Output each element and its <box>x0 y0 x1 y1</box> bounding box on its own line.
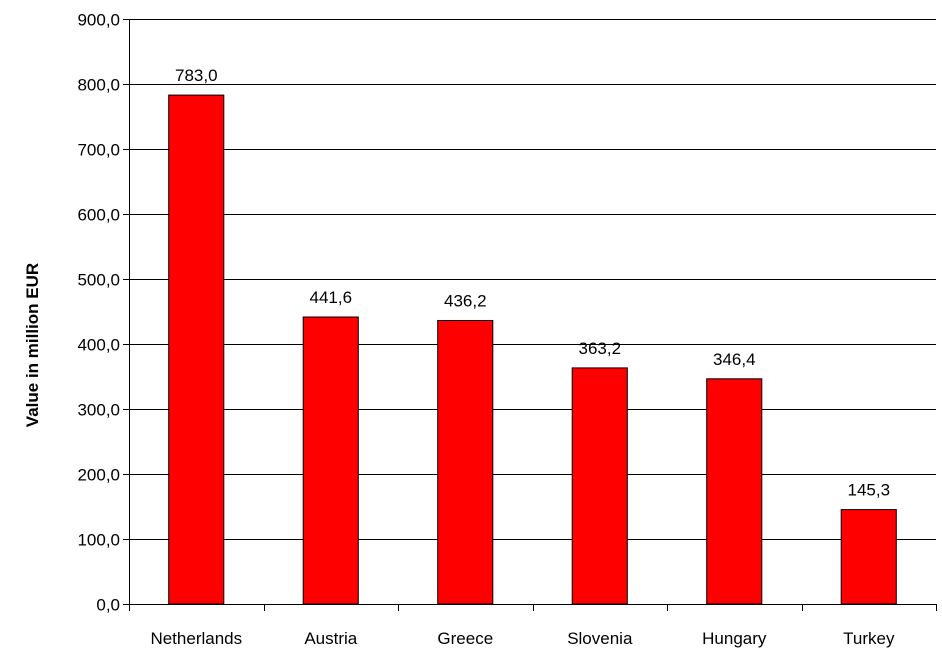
x-tick-label-greece: Greece <box>437 629 493 648</box>
bar-austria <box>302 316 359 605</box>
y-tick-label: 300,0 <box>77 401 120 420</box>
data-label-hungary: 346,4 <box>713 350 756 369</box>
y-tick-label: 600,0 <box>77 206 120 225</box>
x-tick-label-netherlands: Netherlands <box>150 629 242 648</box>
y-tick-label: 400,0 <box>77 336 120 355</box>
y-tick-label: 200,0 <box>77 466 120 485</box>
y-tick-label: 500,0 <box>77 271 120 290</box>
data-label-greece: 436,2 <box>444 292 487 311</box>
labels: 0,0 100,0 200,0 300,0 400,0 500,0 600,0 700,0 80… <box>77 11 895 649</box>
bar-greece <box>437 320 494 605</box>
y-tick-label: 900,0 <box>77 11 120 30</box>
bar-turkey <box>840 509 897 605</box>
bars <box>168 94 897 605</box>
x-tick-label-slovenia: Slovenia <box>567 629 633 648</box>
y-tick-label: 800,0 <box>77 76 120 95</box>
bar-slovenia <box>571 367 628 605</box>
axes <box>123 19 937 611</box>
y-tick-label: 0,0 <box>96 596 120 615</box>
y-tick-label: 100,0 <box>77 531 120 550</box>
data-label-slovenia: 363,2 <box>579 339 622 358</box>
data-label-turkey: 145,3 <box>848 481 891 500</box>
data-label-netherlands: 783,0 <box>175 66 218 85</box>
bar-hungary <box>706 378 763 605</box>
bar-netherlands <box>168 94 225 605</box>
gridlines <box>129 19 936 540</box>
y-tick-label: 700,0 <box>77 141 120 160</box>
y-axis-title: Value in million EUR <box>23 263 42 427</box>
data-label-austria: 441,6 <box>310 288 353 307</box>
x-tick-label-turkey: Turkey <box>843 629 895 648</box>
x-tick-label-austria: Austria <box>304 629 357 648</box>
x-tick-label-hungary: Hungary <box>702 629 767 648</box>
